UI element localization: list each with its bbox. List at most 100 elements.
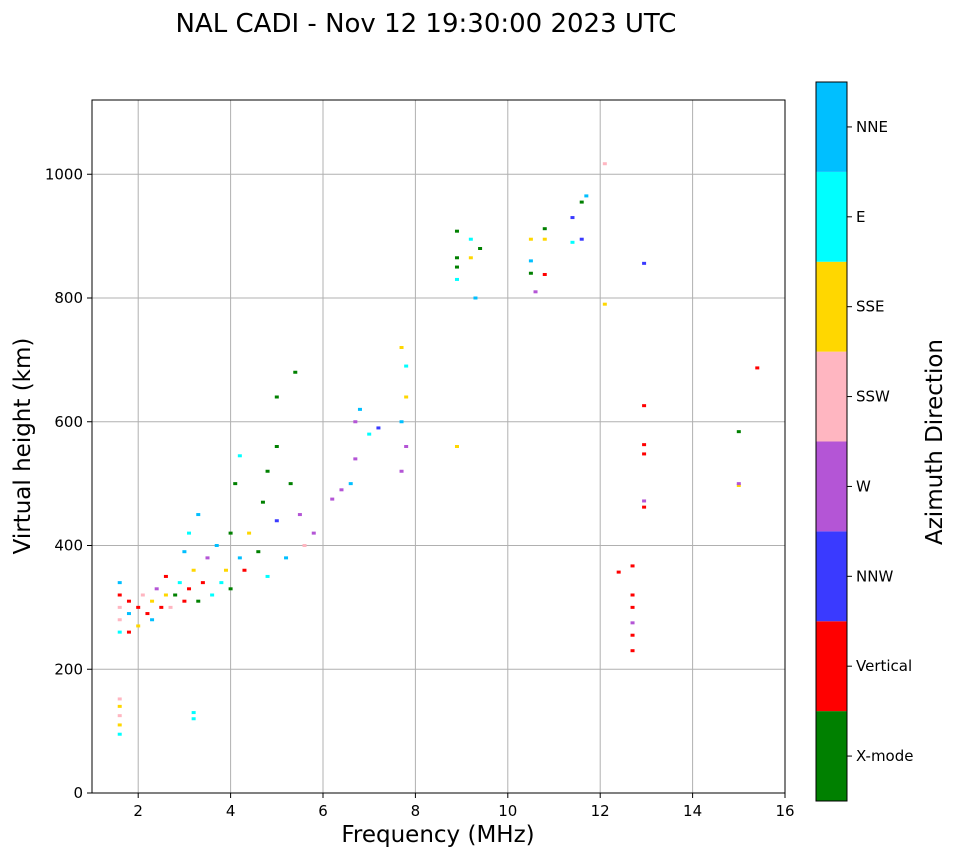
echo-point xyxy=(247,531,252,535)
echo-point xyxy=(219,581,224,585)
echo-point xyxy=(117,714,122,718)
colorbar-tick-label: Vertical xyxy=(856,657,912,675)
echo-point xyxy=(542,237,547,241)
echo-point xyxy=(191,711,196,715)
echo-point xyxy=(205,556,210,560)
echo-point xyxy=(399,346,404,349)
echo-point xyxy=(117,630,122,634)
echo-point xyxy=(237,556,242,560)
echo-point xyxy=(736,430,741,434)
echo-point xyxy=(223,568,228,572)
echo-point xyxy=(630,593,635,597)
echo-point xyxy=(542,272,547,276)
colorbar: X-mode Vertical NNW W SSW SSE E NNE xyxy=(816,82,913,801)
echo-point xyxy=(454,265,459,269)
echo-point xyxy=(630,633,635,637)
echo-point xyxy=(126,599,131,603)
echo-point xyxy=(579,237,584,241)
echo-point xyxy=(265,469,270,473)
echo-point xyxy=(117,704,122,708)
echo-point xyxy=(265,574,270,578)
echo-point xyxy=(630,621,635,625)
echo-point xyxy=(755,366,760,370)
echo-point xyxy=(187,587,192,591)
echo-point xyxy=(348,482,353,486)
echo-point xyxy=(339,488,344,492)
echo-point xyxy=(182,599,187,603)
x-tick-label: 6 xyxy=(318,802,328,820)
echo-point xyxy=(196,513,201,517)
colorbar-tick-label: X-mode xyxy=(856,747,913,765)
echo-point xyxy=(454,229,459,233)
echo-point xyxy=(630,649,635,653)
echo-point xyxy=(288,482,293,486)
echo-point xyxy=(159,605,164,609)
colorbar-label: Azimuth Direction xyxy=(922,339,948,545)
echo-point xyxy=(117,618,122,622)
echo-point xyxy=(228,531,233,535)
echo-point xyxy=(260,500,265,504)
echo-point xyxy=(256,550,261,554)
echo-point xyxy=(187,531,192,535)
echo-point xyxy=(117,605,122,609)
y-tick-label: 400 xyxy=(54,537,83,555)
echo-point xyxy=(528,259,533,263)
echo-point xyxy=(274,519,279,523)
echo-point xyxy=(404,445,409,448)
echo-point xyxy=(311,531,316,535)
echo-point xyxy=(353,420,358,424)
echo-point xyxy=(293,370,298,374)
echo-point xyxy=(150,618,155,622)
echo-point xyxy=(357,407,362,411)
echo-point xyxy=(302,544,307,547)
x-tick-label: 12 xyxy=(591,802,610,820)
echo-point xyxy=(140,593,145,597)
echo-point xyxy=(163,574,168,578)
echo-point xyxy=(602,162,607,166)
echo-point xyxy=(404,395,409,399)
colorbar-tick-label: E xyxy=(856,208,865,226)
echo-point xyxy=(233,482,238,486)
echo-point xyxy=(570,240,575,244)
echo-point xyxy=(274,395,279,399)
colorbar-segment xyxy=(816,82,847,172)
echo-point xyxy=(454,277,459,281)
echo-point xyxy=(297,513,302,517)
colorbar-segment xyxy=(816,621,847,712)
colorbar-tick-label: NNW xyxy=(856,567,893,585)
y-tick-label: 800 xyxy=(54,289,83,307)
echo-point xyxy=(136,624,141,628)
colorbar-frame xyxy=(815,81,848,802)
x-tick-label: 10 xyxy=(498,802,517,820)
echo-point xyxy=(642,443,647,447)
plot-frame xyxy=(91,99,786,794)
x-tick-label: 14 xyxy=(683,802,702,820)
echo-point xyxy=(542,227,547,231)
colorbar-tick-label: NNE xyxy=(856,118,888,136)
colorbar-segment xyxy=(816,441,847,532)
x-tick-label: 2 xyxy=(133,802,143,820)
echo-point xyxy=(528,237,533,241)
echo-point xyxy=(630,564,635,568)
chart-title: NAL CADI - Nov 12 19:30:00 2023 UTC xyxy=(176,9,677,39)
x-tick-label: 4 xyxy=(226,802,236,820)
echo-point xyxy=(117,723,122,727)
echo-point xyxy=(584,194,589,198)
colorbar-segment xyxy=(816,261,847,352)
echo-point xyxy=(404,364,409,368)
echo-point xyxy=(182,550,187,554)
echo-point xyxy=(284,556,289,560)
echo-point xyxy=(454,256,459,260)
echo-point xyxy=(353,457,358,461)
echo-point xyxy=(154,587,159,591)
echo-point xyxy=(145,612,150,616)
y-axis-ticks: 0 200 400 600 800 1000 xyxy=(45,165,92,802)
echo-point xyxy=(177,581,182,585)
echo-point xyxy=(478,247,483,250)
echo-point xyxy=(642,499,647,503)
echo-point xyxy=(736,483,741,487)
x-tick-label: 8 xyxy=(411,802,421,820)
echo-point xyxy=(602,302,607,306)
echo-point xyxy=(454,445,459,448)
